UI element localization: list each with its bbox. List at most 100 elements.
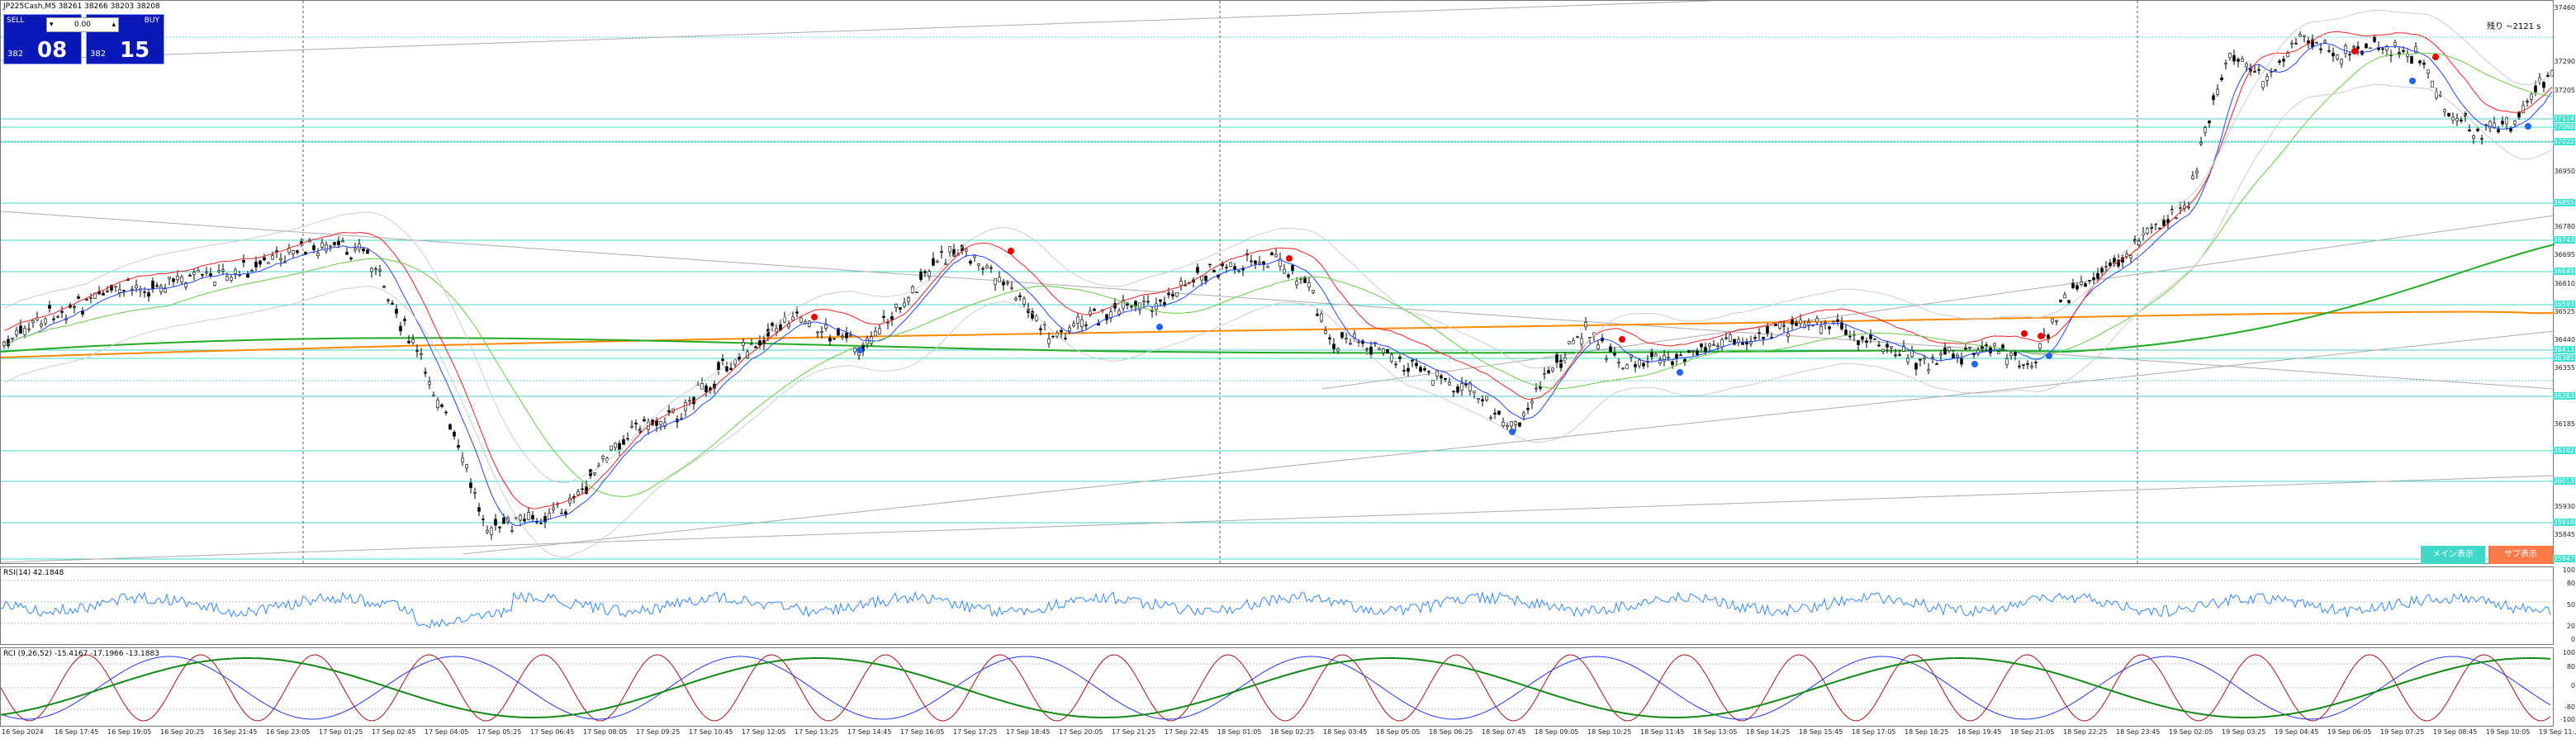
rci-fast-line bbox=[1, 654, 2551, 722]
time-axis[interactable]: 16 Sep 2024 16 Sep 17:45 16 Sep 19:05 16 Se… bbox=[0, 728, 2576, 739]
candle-body bbox=[2488, 121, 2492, 129]
candle-body bbox=[1031, 310, 1034, 319]
candle-body bbox=[969, 260, 972, 264]
candle-body bbox=[1791, 319, 1794, 324]
candle-body bbox=[742, 342, 745, 346]
candle-body bbox=[1658, 358, 1662, 363]
candle-body bbox=[254, 261, 258, 268]
time-label: 17 Sep 20:05 bbox=[1059, 728, 1103, 736]
candle-body bbox=[1526, 408, 1530, 410]
sell-label: SELL bbox=[7, 17, 25, 25]
rci-title: RCI (9,26,52) -15.4167 -17.1966 -13.1883 bbox=[3, 650, 159, 658]
main-chart-pane[interactable]: JP225Cash,M5 38261 38266 38203 38208 残り … bbox=[0, 0, 2555, 565]
price-axis[interactable]: 37460 37290 37205 36950 36780 36695 3661… bbox=[2552, 0, 2576, 564]
candle-body bbox=[899, 307, 902, 310]
candle-body bbox=[2348, 54, 2351, 55]
lot-decrease-icon[interactable]: ▾ bbox=[50, 21, 54, 29]
candle-body bbox=[159, 286, 163, 292]
candle-body bbox=[2241, 58, 2244, 62]
candle-body bbox=[1609, 346, 1612, 353]
candle-body bbox=[1233, 266, 1236, 270]
candle-body bbox=[1663, 355, 1666, 362]
candle-body bbox=[457, 445, 460, 448]
candle-body bbox=[1555, 354, 1558, 363]
candle-body bbox=[824, 324, 828, 329]
symbol-header: JP225Cash,M5 38261 38266 38203 38208 bbox=[3, 2, 160, 11]
rsi-canvas[interactable] bbox=[1, 567, 2555, 646]
sub-display-button[interactable]: サブ表示 bbox=[2488, 546, 2553, 564]
candle-body bbox=[213, 282, 216, 286]
candle-body bbox=[168, 277, 171, 279]
level-label: 35918 bbox=[2552, 519, 2575, 526]
candle-body bbox=[2546, 74, 2550, 78]
candle-body bbox=[2026, 363, 2029, 365]
candle-body bbox=[1927, 369, 1930, 372]
candle-body bbox=[225, 276, 229, 281]
candle-body bbox=[1559, 359, 1563, 368]
candle-body bbox=[2542, 82, 2545, 88]
candle-body bbox=[2356, 46, 2360, 50]
rsi-pane[interactable]: RSI(14) 42.1848 bbox=[0, 566, 2555, 646]
candle-body bbox=[209, 273, 212, 277]
candle-body bbox=[601, 456, 605, 459]
candle-body bbox=[1716, 345, 1720, 348]
candle-body bbox=[2100, 268, 2104, 272]
signal-dot bbox=[2351, 48, 2358, 54]
candle-body bbox=[1307, 282, 1311, 288]
candle-body bbox=[837, 328, 840, 336]
candle-body bbox=[2274, 69, 2277, 72]
candle-body bbox=[2451, 116, 2455, 121]
candle-body bbox=[1753, 337, 1757, 339]
candle-body bbox=[1729, 334, 1732, 342]
main-display-button[interactable]: メイン表示 bbox=[2421, 546, 2485, 564]
candle-body bbox=[2162, 220, 2166, 226]
candle-body bbox=[2427, 69, 2430, 73]
time-label: 16 Sep 17:45 bbox=[55, 728, 99, 736]
candle-body bbox=[2212, 95, 2215, 101]
candle-body bbox=[1758, 332, 1761, 334]
candle-body bbox=[2253, 71, 2256, 73]
candle-body bbox=[725, 366, 728, 372]
rci-canvas[interactable] bbox=[1, 648, 2555, 727]
candle-body bbox=[667, 410, 671, 413]
candle-body bbox=[981, 268, 984, 270]
candle-body bbox=[915, 291, 918, 293]
candle-body bbox=[2204, 127, 2207, 133]
candle-body bbox=[1134, 301, 1137, 307]
rci-pane[interactable]: RCI (9,26,52) -15.4167 -17.1966 -13.1883 bbox=[0, 647, 2555, 727]
candle-body bbox=[2336, 54, 2339, 59]
candle-body bbox=[2179, 207, 2182, 209]
candle-body bbox=[1064, 338, 1067, 339]
candle-body bbox=[581, 488, 584, 490]
candle-body bbox=[52, 318, 55, 320]
candle-body bbox=[2104, 266, 2108, 268]
candle-body bbox=[2088, 280, 2091, 282]
candle-body bbox=[1291, 264, 1294, 271]
rsi-level: 80 bbox=[2566, 580, 2575, 587]
time-label: 17 Sep 10:45 bbox=[689, 728, 733, 736]
candle-body bbox=[2517, 111, 2521, 118]
candle-body bbox=[1357, 341, 1360, 343]
candle-body bbox=[1175, 292, 1179, 297]
lot-increase-icon[interactable]: ▴ bbox=[111, 21, 116, 29]
level-label: 36593 bbox=[2552, 301, 2575, 308]
candle-body bbox=[1332, 343, 1335, 349]
candle-body bbox=[1881, 348, 1885, 352]
candle-body bbox=[1774, 324, 1777, 326]
candle-body bbox=[19, 325, 22, 334]
rsi-level: 100 bbox=[2562, 566, 2575, 574]
lot-size-input[interactable]: ▾ 0.00 ▴ bbox=[46, 17, 119, 32]
candle-body bbox=[1080, 319, 1084, 327]
candle-body bbox=[2315, 42, 2318, 44]
candle-body bbox=[2, 342, 6, 347]
candle-body bbox=[2228, 53, 2232, 59]
time-label: 19 Sep 10:05 bbox=[2486, 728, 2531, 736]
candle-body bbox=[2294, 42, 2298, 45]
price-chart-canvas[interactable] bbox=[1, 1, 2555, 565]
candle-body bbox=[994, 278, 997, 285]
candle-body bbox=[2521, 105, 2525, 113]
candle-body bbox=[1456, 386, 1459, 393]
candle-body bbox=[188, 275, 192, 277]
candle-body bbox=[1919, 358, 1922, 361]
candle-body bbox=[882, 315, 885, 318]
